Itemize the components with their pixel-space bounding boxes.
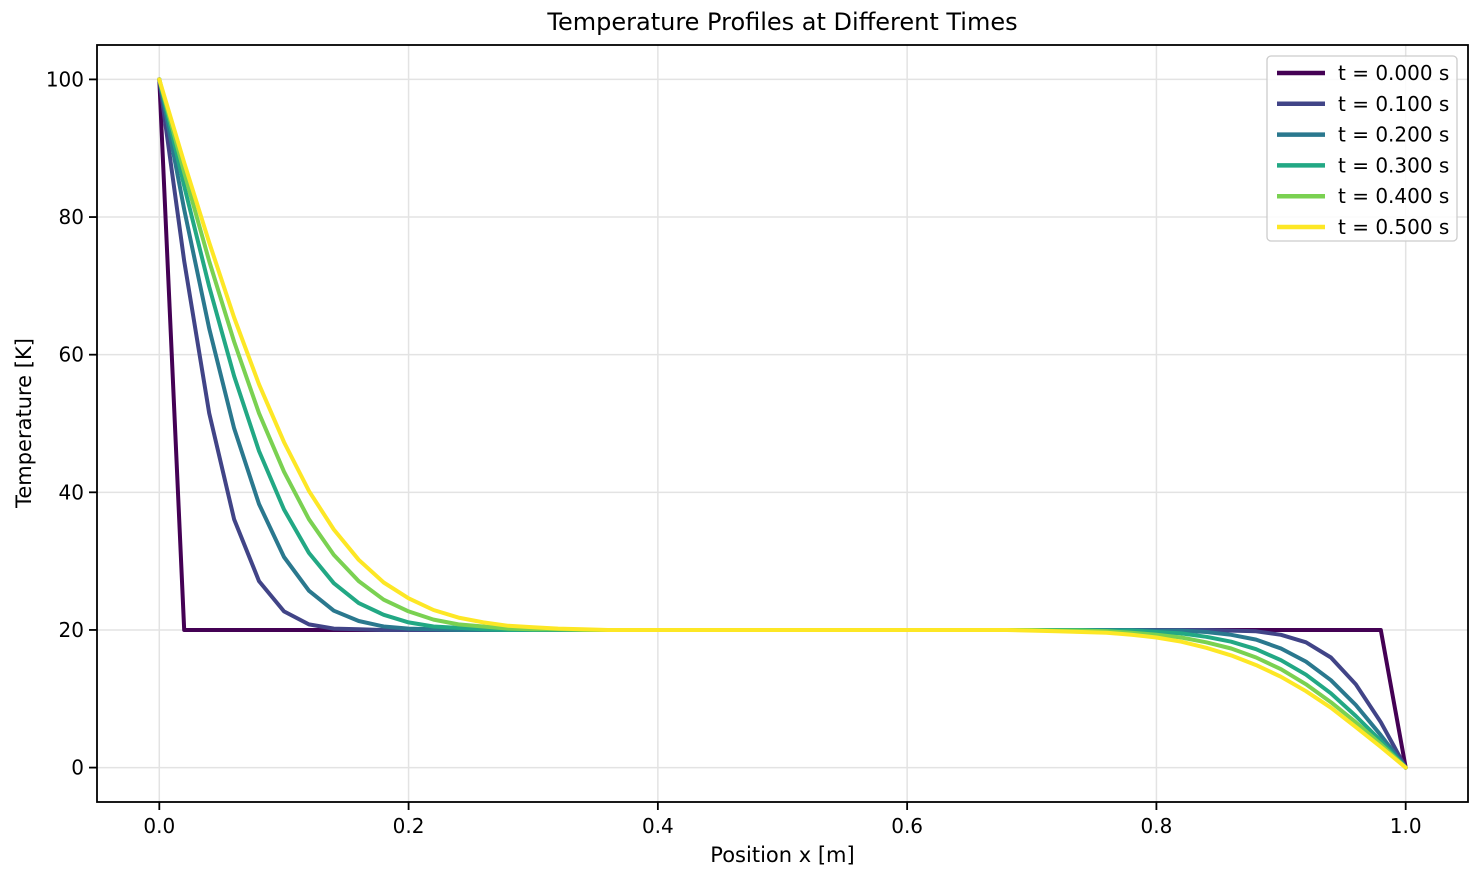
axes-spines: [96, 44, 1469, 803]
x-tick-label: 0.6: [891, 814, 923, 838]
y-tick-label: 60: [59, 343, 84, 367]
axes-background: [97, 45, 1468, 802]
y-tick-label: 20: [59, 618, 84, 642]
series-line: [157, 77, 1408, 770]
x-tick-label: 0.4: [642, 814, 674, 838]
y-tick-label: 40: [59, 480, 84, 504]
x-axis-label: Position x [m]: [710, 843, 855, 867]
legend-label: t = 0.500 s: [1338, 215, 1449, 239]
y-tick-label: 0: [71, 756, 84, 780]
y-tick-label: 80: [59, 205, 84, 229]
legend-label: t = 0.300 s: [1338, 153, 1449, 177]
legend-label: t = 0.200 s: [1338, 123, 1449, 147]
chart-title: Temperature Profiles at Different Times: [547, 8, 1018, 36]
x-tick-label: 1.0: [1390, 814, 1422, 838]
legend-label: t = 0.400 s: [1338, 184, 1449, 208]
x-tick-label: 0.2: [393, 814, 425, 838]
x-tick-label: 0.0: [143, 814, 175, 838]
legend-label: t = 0.100 s: [1338, 92, 1449, 116]
y-tick-label: 100: [46, 67, 84, 91]
x-tick-label: 0.8: [1141, 814, 1173, 838]
legend-label: t = 0.000 s: [1338, 61, 1449, 85]
